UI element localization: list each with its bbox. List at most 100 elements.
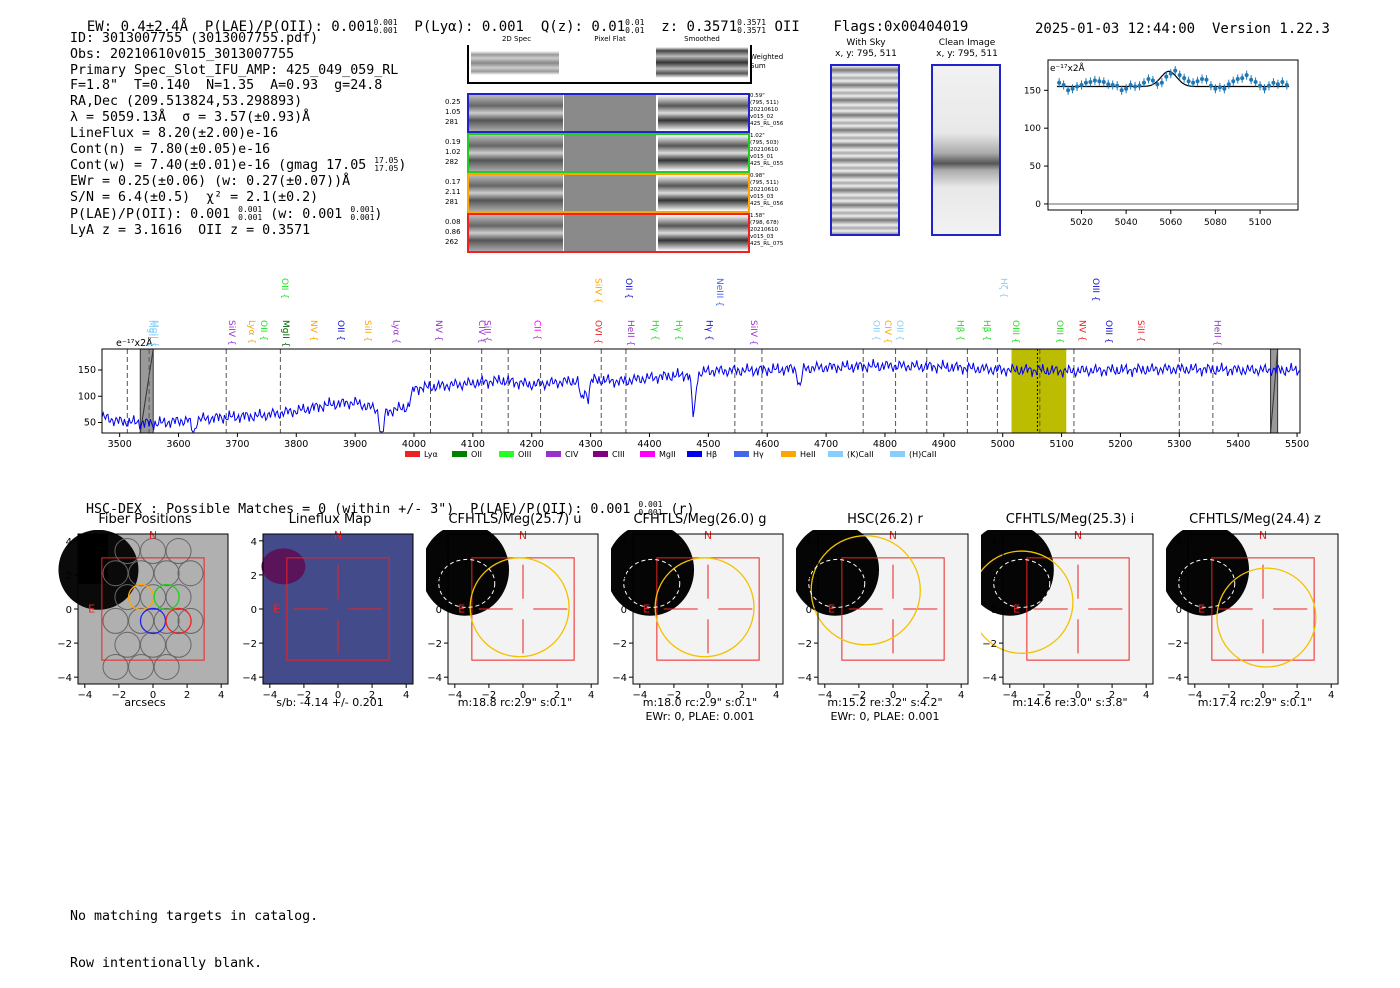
emission-line-label: SiIV { (748, 320, 758, 346)
spec2d-row-smoothed (658, 95, 748, 131)
thumb-ytick-label: 4 (66, 537, 72, 548)
zoom-data-point (1075, 84, 1080, 89)
emission-line-label: OII { (870, 320, 880, 341)
aperture-box (841, 557, 945, 661)
spec2d-row-right-value: v015_03 (750, 234, 774, 240)
emission-line-label: Hβ { (954, 320, 964, 341)
zoom-data-point (1173, 68, 1178, 73)
zoom-data-point (1128, 83, 1133, 87)
zoom-ytick-label: 100 (1024, 124, 1041, 134)
zoom-data-point (1284, 83, 1289, 87)
zoom-data-point (1146, 76, 1151, 81)
emission-line-label: Lyα { (246, 320, 256, 344)
header-version: Version 1.22.3 (1211, 21, 1330, 37)
full-xtick-label: 5000 (991, 439, 1015, 450)
full-xtick-label: 4900 (932, 439, 956, 450)
spec2d-row-left-value: 1.02 (445, 148, 461, 156)
weighted-sum-strip (467, 45, 752, 84)
hsc-dex-line: HSC-DEX : Possible Matches = 0 (within +… (70, 486, 695, 518)
spec2d-row-right-value: 425_RL_075 (750, 241, 784, 247)
spec2d-col-pixelflat: Pixel Flat (594, 35, 626, 43)
fiber-circle (128, 560, 155, 587)
thumbnail-title: CFHTLS/Meg(25.3) i (1005, 512, 1135, 527)
thumb-xtick-label: 0 (150, 690, 156, 700)
fiber-circle-highlight (153, 583, 180, 611)
thumb-ytick-label: −4 (797, 673, 812, 684)
hsc-dex-text: HSC-DEX : Possible Matches = 0 (within +… (86, 502, 631, 517)
source-blob-edge (633, 534, 667, 604)
thumb-xtick-label: −2 (1037, 690, 1052, 700)
thumb-xtick-label: 2 (184, 690, 190, 700)
spec2d-row-2dspec (469, 95, 563, 131)
thumb-xtick-label: −2 (1222, 690, 1237, 700)
full-xtick-label: 3500 (108, 439, 132, 450)
spec2d-row-left-value: 282 (445, 158, 459, 166)
info-contw-text: Cont(w) = 7.40(±0.01)e-16 (gmag 17.05 (70, 158, 367, 174)
zoom-xtick-label: 5060 (1159, 218, 1182, 228)
weighted-sum-label: Weighted Sum (750, 53, 784, 70)
aperture-box (286, 557, 390, 661)
masked-hatch (139, 348, 154, 434)
thumb-xtick-label: −4 (1002, 690, 1017, 700)
emission-line-label: Hβ { (981, 320, 991, 341)
emission-line-label: OII { (258, 320, 268, 341)
full-xtick-label: 4600 (755, 439, 779, 450)
thumb-ytick-label: 4 (991, 537, 997, 548)
fiber-circle (114, 584, 141, 611)
full-xtick-label: 3700 (225, 439, 249, 450)
north-label: N (334, 530, 342, 542)
source-blob-edge (1003, 534, 1037, 604)
spectrum-line (101, 359, 1300, 433)
zoom-data-point (1115, 83, 1120, 88)
zoom-data-point (1070, 86, 1075, 91)
header-ew: EW: 0.4±2.4Å (86, 19, 189, 35)
zoom-data-point (1110, 83, 1115, 87)
fiber-circle (165, 584, 192, 611)
full-xtick-label: 3600 (166, 439, 190, 450)
zoom-data-point (1253, 79, 1258, 84)
zoom-data-point (1155, 82, 1160, 87)
thumb-xtick-label: −4 (262, 690, 277, 700)
spec2d-row-right-value: 1.02" (750, 133, 765, 139)
fiber-circle (102, 560, 129, 587)
catalog-ellipse (438, 558, 496, 608)
east-label: E (88, 602, 95, 615)
zoom-axes-frame (1047, 59, 1299, 211)
east-label: E (1198, 602, 1205, 615)
thumb-xtick-label: −4 (77, 690, 92, 700)
thumbnail-title: Fiber Positions (98, 512, 192, 527)
emission-line-label: SiII { (482, 320, 492, 342)
emission-line-label: SiII { (362, 320, 372, 342)
north-label: N (1259, 530, 1267, 542)
zoom-data-point (1057, 80, 1062, 85)
zoom-data-point (1182, 76, 1187, 81)
fiber-circle (102, 653, 129, 680)
full-xtick-label: 3900 (343, 439, 367, 450)
east-label: E (828, 602, 835, 615)
thumb-ytick-label: −4 (242, 673, 257, 684)
emission-line-label: SiIV { (226, 320, 236, 346)
east-label: E (273, 602, 280, 615)
hsc-sub: 0.001 (638, 508, 663, 517)
emission-line-label: MgII { (280, 320, 290, 347)
zoom-data-point (1244, 73, 1249, 78)
spec2d-row-left-stats: 0.08 0.86 262 (445, 217, 465, 247)
thumb-ytick-label: 2 (806, 571, 812, 582)
zoom-data-point (1124, 86, 1129, 91)
full-xtick-label: 5300 (1167, 439, 1191, 450)
zoom-data-point (1235, 76, 1240, 81)
zoom-data-point (1231, 79, 1236, 84)
zoom-spectrum-chart: 5020 5040 5060 5080 5100 0 50 100 150 e⁻¹⁷x2Å (1024, 59, 1299, 228)
zoom-data-point (1092, 78, 1097, 83)
spec2d-row-left-value: 281 (445, 118, 459, 126)
spec2d-row-pixelflat (564, 95, 656, 131)
zoom-data-point (1141, 80, 1146, 85)
thumb-xtick-label: 0 (1075, 690, 1081, 700)
zoom-xtick-label: 5100 (1249, 218, 1272, 228)
legend-label: (H)CaII (909, 450, 936, 459)
zoom-data-point (1275, 82, 1280, 87)
zoom-data-point (1222, 86, 1227, 91)
spec2d-row-frame (467, 213, 750, 253)
spec2d-row-right-meta: 1.02" (795, 503) 20210610 v015_01 425_RL_055 (750, 133, 783, 168)
zoom-ytick-label: 150 (1024, 86, 1041, 96)
